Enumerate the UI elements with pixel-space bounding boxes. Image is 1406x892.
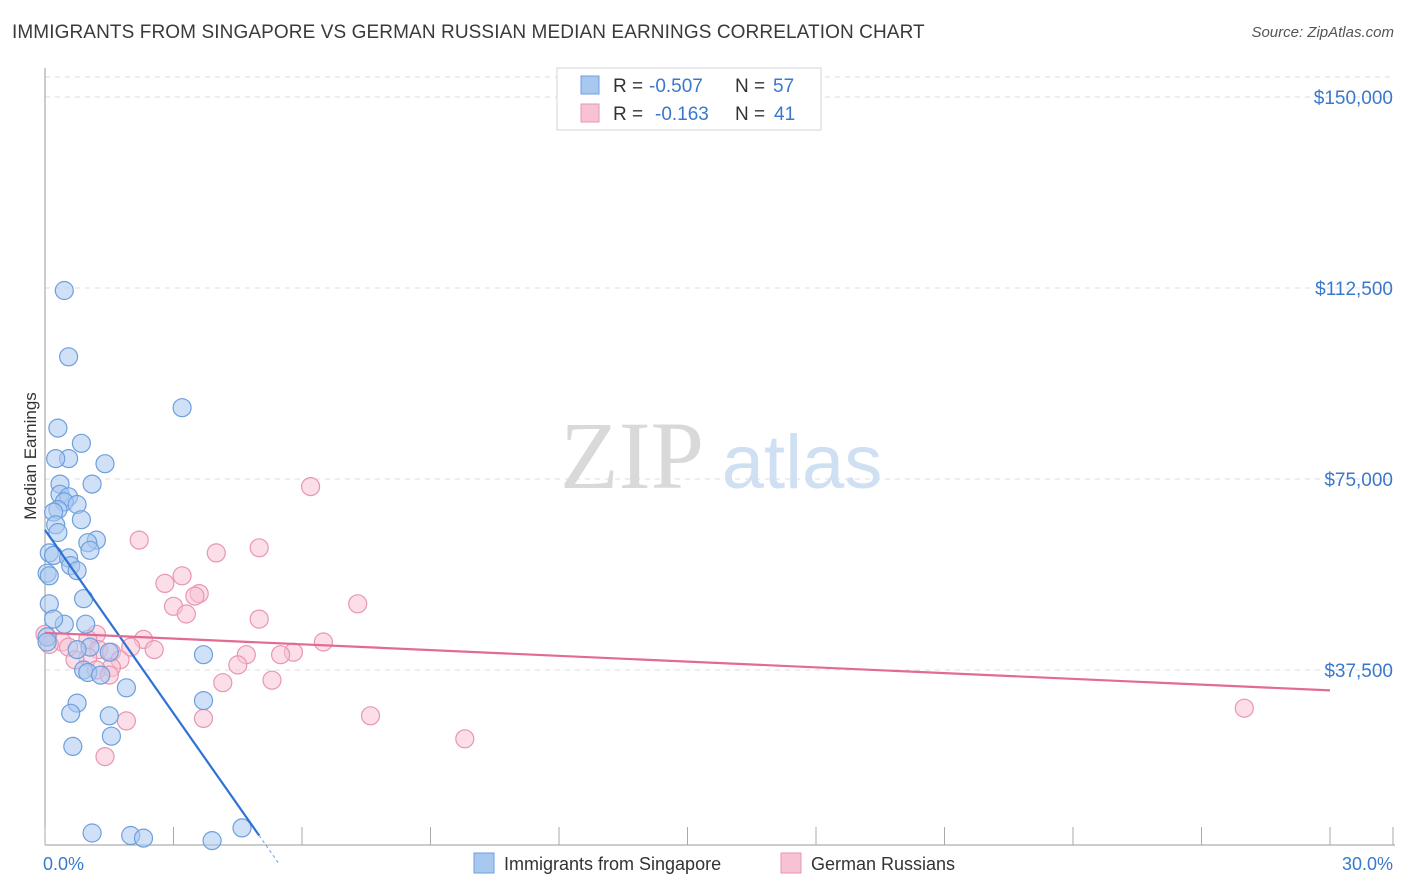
- singapore-point: [54, 280, 74, 301]
- watermark: ZIP atlas: [560, 402, 882, 509]
- german-russians-point: [228, 655, 248, 675]
- legend-bottom-swatch-pink: [780, 852, 802, 874]
- singapore-point: [67, 639, 87, 660]
- german-russians-point: [193, 708, 214, 729]
- axes: [44, 68, 1395, 846]
- german-russians-point: [121, 637, 141, 657]
- singapore-point: [43, 609, 64, 629]
- singapore-point: [193, 690, 214, 711]
- legend-r-label-1: R =: [613, 76, 643, 97]
- legend-swatch-blue: [580, 75, 600, 95]
- singapore-point: [172, 398, 192, 418]
- y-tick-label: $37,500: [1324, 661, 1393, 682]
- singapore-point: [82, 823, 102, 843]
- y-tick-label: $150,000: [1314, 88, 1393, 109]
- singapore-point: [63, 736, 83, 757]
- german-russians-point: [172, 566, 192, 586]
- watermark-atlas: atlas: [722, 420, 883, 505]
- y-tick-label: $112,500: [1315, 279, 1393, 300]
- german-russians-point: [213, 673, 233, 693]
- legend-n-value-1: 57: [773, 76, 794, 97]
- legend-n-value-2: 41: [774, 104, 795, 125]
- x-tick-labels: 0.0% 30.0%: [43, 854, 1393, 874]
- german-russians-point: [206, 543, 226, 563]
- watermark-zip: ZIP: [560, 402, 704, 509]
- german-russians-point: [249, 609, 269, 629]
- chart-title: IMMIGRANTS FROM SINGAPORE VS GERMAN RUSS…: [12, 22, 925, 43]
- singapore-point: [232, 818, 252, 838]
- german-russians-point: [271, 645, 291, 665]
- singapore-point: [80, 540, 100, 560]
- source-credit: Source: ZipAtlas.com: [1251, 24, 1394, 41]
- german-russians-points: [35, 477, 1254, 767]
- singapore-point: [101, 726, 122, 746]
- singapore-point: [133, 828, 154, 848]
- legend-bottom-swatch-blue: [473, 852, 495, 874]
- x-tick-label-min: 0.0%: [43, 854, 84, 874]
- legend-r-value-2: -0.163: [655, 104, 709, 125]
- singapore-point: [82, 474, 102, 494]
- trend-lines: [44, 529, 1331, 865]
- german-russians-point: [313, 632, 333, 652]
- german-russians-point: [116, 711, 137, 731]
- singapore-point: [71, 510, 92, 530]
- singapore-points: [37, 280, 252, 851]
- singapore-point: [99, 706, 119, 726]
- singapore-point: [76, 614, 96, 634]
- legend-bottom-label-pink: German Russians: [811, 854, 955, 874]
- stats-legend: R = -0.507 N = 57 R = -0.163 N = 41: [556, 67, 822, 131]
- german-russians-point: [301, 477, 321, 497]
- singapore-point: [46, 449, 66, 469]
- series-legend: Immigrants from Singapore German Russian…: [473, 852, 955, 874]
- grid-lines: [45, 76, 1395, 671]
- legend-n-label-1: N =: [735, 76, 765, 97]
- german-russians-point: [185, 586, 205, 606]
- legend-n-label-2: N =: [735, 104, 765, 125]
- german-russians-point: [262, 670, 282, 690]
- german-russians-point: [155, 573, 175, 594]
- singapore-point: [71, 433, 92, 453]
- singapore-point: [67, 561, 87, 581]
- legend-r-value-1: -0.507: [649, 76, 703, 97]
- german-russians-point: [176, 604, 196, 624]
- german-russians-trend-line: [44, 631, 1331, 692]
- german-russians-point: [455, 729, 475, 749]
- german-russians-point: [1234, 698, 1254, 718]
- y-tick-label: $75,000: [1324, 470, 1393, 491]
- singapore-point: [61, 703, 81, 723]
- singapore-point: [193, 645, 214, 665]
- legend-swatch-pink: [580, 103, 600, 123]
- german-russians-point: [348, 594, 368, 614]
- singapore-point: [37, 632, 57, 652]
- legend-r-label-2: R =: [613, 104, 643, 125]
- legend-bottom-label-blue: Immigrants from Singapore: [504, 854, 721, 874]
- german-russians-point: [95, 746, 115, 767]
- singapore-trend-line: [44, 529, 261, 837]
- singapore-trend-extension: [258, 835, 280, 865]
- german-russians-point: [129, 530, 149, 550]
- singapore-point: [91, 665, 111, 685]
- singapore-point: [39, 566, 59, 586]
- german-russians-point: [249, 538, 269, 558]
- singapore-point: [99, 642, 119, 662]
- singapore-point: [116, 678, 137, 698]
- x-tick-label-max: 30.0%: [1342, 854, 1393, 874]
- german-russians-point: [144, 639, 164, 660]
- singapore-point: [58, 347, 79, 367]
- singapore-point: [202, 830, 222, 851]
- y-tick-labels: $37,500 $75,000 $112,500 $150,000: [1314, 88, 1393, 682]
- german-russians-point: [360, 706, 381, 726]
- singapore-point: [48, 418, 68, 438]
- singapore-point: [95, 454, 115, 474]
- y-axis-label: Median Earnings: [21, 392, 40, 520]
- singapore-point: [48, 522, 68, 543]
